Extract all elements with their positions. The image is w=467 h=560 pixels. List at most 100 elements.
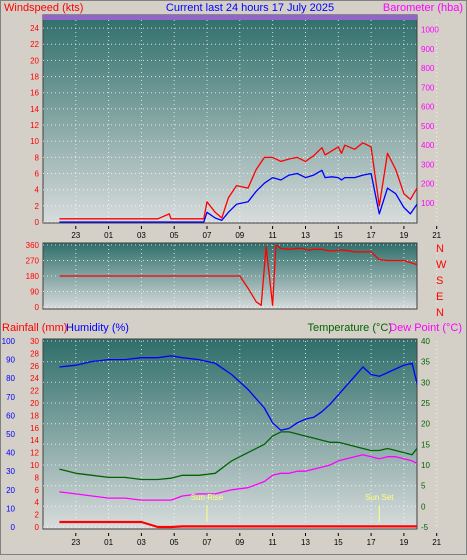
wind-series [59,142,417,223]
humidity-line [59,355,417,431]
temperature-ytick-label-7: 30 [421,378,430,387]
windspeed-axis-title: Windspeed (kts) [4,2,83,14]
sun-label-0: Sun Rise [191,493,224,502]
humidity-ytick-label-2: 20 [6,486,15,495]
wind-direction-line [59,244,417,306]
rainfall-ytick-label-11: 22 [30,387,39,396]
barometer-ytick-label-2: 300 [421,160,435,169]
climate-xlabel-4: 07 [203,538,212,547]
wind-ytick-label-11: 22 [30,40,39,49]
temperature-ytick-label-1: 0 [421,502,426,511]
wind-plot-area [42,14,418,224]
climate-xlabel-2: 03 [137,538,146,547]
wind-ytick-label-0: 0 [35,218,40,227]
wind-xlabel-8: 15 [334,231,343,240]
rainfall-ytick-label-1: 2 [35,511,40,520]
temperature-ytick-label-2: 5 [421,482,426,491]
rainfall-ytick-label-8: 16 [30,424,39,433]
barometer-ytick-label-9: 1000 [421,26,439,35]
rainfall-ytick-label-2: 4 [35,498,40,507]
climate-grid [43,340,438,528]
rainfall-ytick-label-0: 0 [35,523,40,532]
wind-ytick-label-4: 8 [35,153,40,162]
wind-ytick-label-9: 18 [30,73,39,82]
climate-xlabel-11: 21 [432,538,441,547]
barometer-axis-title: Barometer (hba) [383,2,463,14]
barometer-ytick-label-1: 200 [421,180,435,189]
direction-ytick-label-2: 180 [26,272,40,281]
rainfall-ytick-label-13: 26 [30,362,39,371]
wind-top-band [43,15,417,20]
rainfall-ytick-label-10: 20 [30,399,39,408]
temperature-ytick-label-9: 40 [421,337,430,346]
wind-ytick-label-10: 20 [30,56,39,65]
humidity-axis: 0 10 20 30 40 50 60 70 80 90 100 [2,337,16,532]
wind-average-line [59,169,417,223]
wind-grid [43,20,438,223]
wind-xlabel-10: 19 [399,231,408,240]
rainfall-ytick-label-5: 10 [30,461,39,470]
wind-ytick-label-7: 14 [30,105,39,114]
climate-xlabel-0: 23 [71,538,80,547]
barometer-right-axis: 100 200 300 400 500 600 700 800 900 1000 [421,26,439,208]
rainfall-line [59,520,417,529]
wind-ytick-label-12: 24 [30,24,39,33]
temperature-ytick-label-4: 15 [421,440,430,449]
chart-title: Current last 24 hours 17 July 2025 [166,2,334,14]
rainfall-ytick-label-4: 8 [35,473,40,482]
rainfall-ytick-label-6: 12 [30,449,39,458]
climate-xlabel-10: 19 [399,538,408,547]
wind-xlabel-2: 03 [137,231,146,240]
dewpoint-line [59,454,417,501]
temperature-ytick-label-3: 10 [421,461,430,470]
rainfall-ytick-label-15: 30 [30,337,39,346]
climate-xlabel-5: 09 [235,538,244,547]
compass-label-2: S [436,275,443,287]
barometer-ytick-label-7: 800 [421,64,435,73]
compass-label-0: N [436,243,444,255]
wind-xlabel-9: 17 [367,231,376,240]
compass-label-1: W [436,259,447,271]
temperature-ytick-label-8: 35 [421,358,430,367]
climate-xlabel-6: 11 [268,538,277,547]
barometer-ytick-label-3: 400 [421,141,435,150]
wind-ytick-label-2: 4 [35,186,40,195]
climate-plot-area [42,338,418,530]
barometer-ytick-label-8: 900 [421,45,435,54]
direction-series [59,244,417,306]
climate-xlabel-8: 15 [334,538,343,547]
wind-gust-line [59,142,417,220]
rainfall-ytick-label-7: 14 [30,436,39,445]
wind-ytick-label-3: 6 [35,170,40,179]
temperature-ytick-label-0: -5 [421,523,429,532]
barometer-ytick-label-5: 600 [421,103,435,112]
climate-xlabel-3: 05 [170,538,179,547]
wind-ytick-label-5: 10 [30,137,39,146]
humidity-ytick-label-5: 50 [6,430,15,439]
wind-xlabel-1: 01 [104,231,113,240]
wind-xlabel-4: 07 [203,231,212,240]
sun-annotations: Sun Rise Sun Set [191,493,394,522]
humidity-ytick-label-6: 60 [6,411,15,420]
humidity-ytick-label-8: 80 [6,374,15,383]
humidity-axis-title: Humidity (%) [66,322,129,334]
barometer-ytick-label-4: 500 [421,122,435,131]
direction-ytick-label-1: 90 [30,288,39,297]
rainfall-axis-title: Rainfall (mm) [2,322,67,334]
humidity-ytick-label-1: 10 [6,504,15,513]
rainfall-ytick-label-9: 18 [30,411,39,420]
dewpoint-axis-title: Dew Point (°C) [389,322,462,334]
wind-xlabel-7: 13 [301,231,310,240]
direction-ytick-label-0: 0 [35,303,40,312]
direction-left-axis: 0 90 180 270 360 [26,241,40,312]
wind-xlabel-3: 05 [170,231,179,240]
rainfall-ytick-label-12: 24 [30,374,39,383]
humidity-ytick-label-7: 70 [6,393,15,402]
rainfall-ytick-label-3: 6 [35,486,40,495]
wind-xlabel-5: 09 [235,231,244,240]
climate-xlabel-7: 13 [301,538,310,547]
